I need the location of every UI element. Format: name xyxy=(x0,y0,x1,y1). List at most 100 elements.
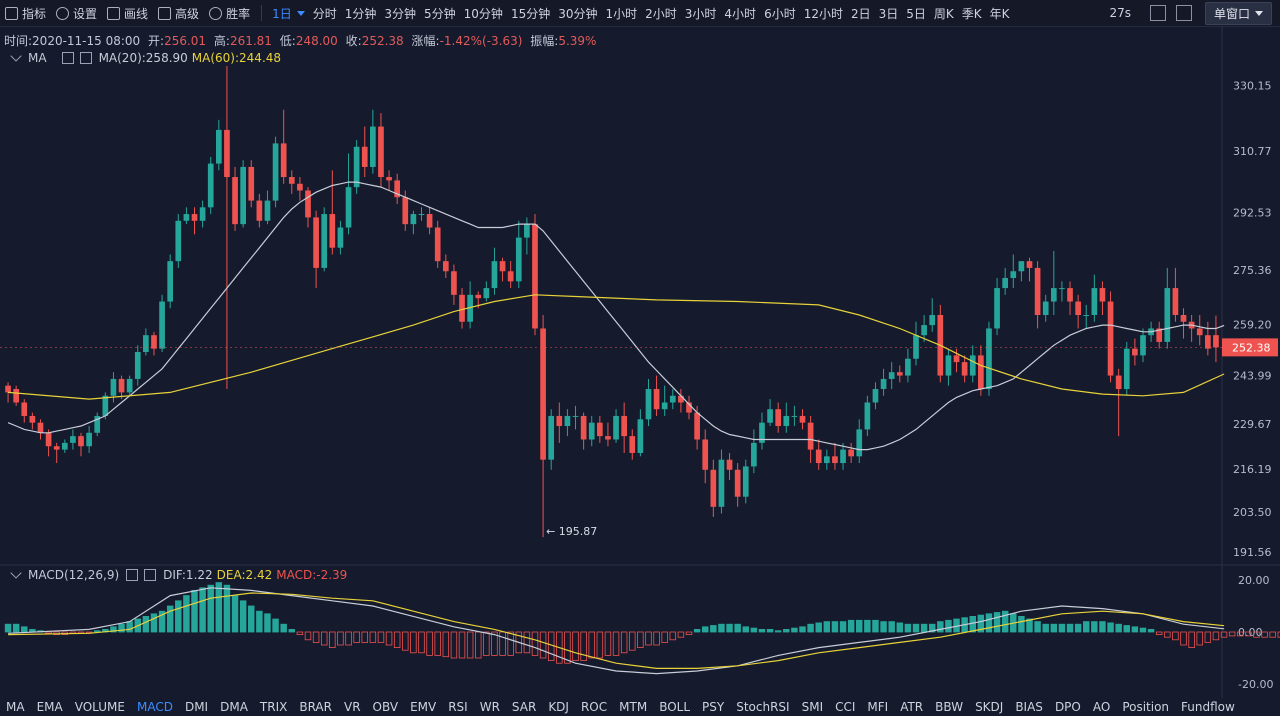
indicator-tab[interactable]: MACD xyxy=(136,700,173,714)
macd-histogram-bar xyxy=(12,623,20,633)
indicator-tab[interactable]: TRIX xyxy=(259,700,288,714)
dea-line xyxy=(8,592,1225,670)
price-axis-label: 292.53 xyxy=(1233,206,1272,219)
indicator-tab[interactable]: AO xyxy=(1092,700,1111,714)
candle-body xyxy=(645,389,652,420)
toolbar-indicator-button[interactable]: 指标 xyxy=(0,0,51,26)
interval-option[interactable]: 2小时 xyxy=(645,6,677,21)
gauge-icon xyxy=(209,6,223,20)
indicator-tab[interactable]: OBV xyxy=(372,700,399,714)
toolbar-gauge-button[interactable]: 胜率 xyxy=(204,0,255,26)
candle-body xyxy=(694,412,700,440)
toolbar-pen-button[interactable]: 画线 xyxy=(102,0,153,26)
indicator-tab[interactable]: StochRSI xyxy=(736,700,790,714)
interval-option[interactable]: 1小时 xyxy=(605,6,638,21)
indicator-tab[interactable]: Position xyxy=(1122,700,1170,714)
candle-body xyxy=(807,422,814,450)
interval-option[interactable]: 1分钟 xyxy=(344,6,377,21)
macd-histogram-bar xyxy=(296,631,304,635)
candle-body xyxy=(1002,277,1009,289)
toolbar-item-label: 高级 xyxy=(175,6,200,21)
interval-option[interactable]: 周K xyxy=(933,6,954,21)
macd-histogram-bar xyxy=(685,631,693,635)
candle-body xyxy=(13,389,19,403)
interval-option[interactable]: 5分钟 xyxy=(424,6,456,21)
indicator-tab[interactable]: EMA xyxy=(36,700,63,714)
ma-settings-icon[interactable] xyxy=(61,52,74,64)
indicator-tab[interactable]: RSI xyxy=(448,700,468,714)
candle-body xyxy=(1099,288,1106,302)
indicator-tab[interactable]: EMV xyxy=(410,700,437,714)
fullscreen-icon[interactable] xyxy=(1149,5,1166,21)
macd-histogram-bar xyxy=(304,631,312,641)
indicator-tab[interactable]: MA xyxy=(6,700,25,714)
interval-option[interactable]: 3小时 xyxy=(684,6,717,21)
interval-option[interactable]: 12小时 xyxy=(803,6,843,21)
indicator-tab[interactable]: BOLL xyxy=(659,700,691,714)
interval-option[interactable]: 年K xyxy=(989,6,1010,21)
toolbar-calendar-button[interactable]: 高级 xyxy=(153,0,204,26)
candle-body xyxy=(1107,301,1114,376)
indicator-tab[interactable]: Fundflow xyxy=(1181,700,1235,714)
candle-body xyxy=(1018,261,1025,272)
interval-option[interactable]: 30分钟 xyxy=(558,6,598,21)
interval-option[interactable]: 2日 xyxy=(850,6,871,21)
macd-histogram-bar xyxy=(799,626,806,633)
ma-close-icon[interactable] xyxy=(79,52,92,64)
interval-option[interactable]: 15分钟 xyxy=(510,6,551,21)
pen-icon xyxy=(107,6,121,20)
macd-settings-icon[interactable] xyxy=(126,569,139,581)
macd-histogram-bar xyxy=(207,584,214,633)
interval-option[interactable]: 3分钟 xyxy=(384,6,417,21)
ma60-line xyxy=(8,294,1225,400)
macd-histogram-bar xyxy=(523,631,531,654)
interval-option[interactable]: 3日 xyxy=(878,6,899,21)
indicator-tab[interactable]: SAR xyxy=(511,700,537,714)
interval-option[interactable]: 季K xyxy=(961,6,982,21)
interval-option[interactable]: 6小时 xyxy=(764,6,796,21)
macd-histogram-bar xyxy=(158,610,166,633)
macd-histogram-bar xyxy=(1228,631,1236,637)
macd-histogram-bar xyxy=(1058,623,1066,633)
indicator-tab[interactable]: MTM xyxy=(619,700,648,714)
interval-selector[interactable]: 1日 xyxy=(268,0,309,26)
indicator-tab[interactable]: BRAR xyxy=(299,700,332,714)
macd-histogram-bar xyxy=(507,631,514,656)
indicator-tab[interactable]: PSY xyxy=(702,700,725,714)
indicator-tab[interactable]: MFI xyxy=(867,700,889,714)
indicator-tab[interactable]: DMA xyxy=(220,700,248,714)
indicator-tab[interactable]: VR xyxy=(343,700,361,714)
toolbar-tools: 指标 设置 画线 高级 胜率 xyxy=(0,0,255,26)
interval-option[interactable]: 分时 xyxy=(312,6,337,21)
window-mode-select[interactable]: 单窗口 xyxy=(1204,1,1272,25)
indicator-tab[interactable]: DMI xyxy=(184,700,209,714)
indicator-tab[interactable]: DPO xyxy=(1054,700,1081,714)
chart-canvas[interactable]: 330.15 310.77 292.53 275.36 259.20 243.99 229.… xyxy=(0,0,1280,698)
indicator-tab[interactable]: BBW xyxy=(935,700,964,714)
candle-body xyxy=(1091,288,1098,315)
indicator-tab[interactable]: CCI xyxy=(835,700,856,714)
indicator-tab[interactable]: ROC xyxy=(580,700,608,714)
indicator-tab[interactable]: WR xyxy=(479,700,500,714)
macd-histogram-bar xyxy=(1018,616,1025,633)
ma20-line xyxy=(7,181,1225,451)
indicator-tab[interactable]: VOLUME xyxy=(74,700,125,714)
screenshot-icon[interactable] xyxy=(1175,5,1192,21)
indicator-tab[interactable]: ATR xyxy=(900,700,924,714)
gear-icon xyxy=(56,6,70,20)
interval-option[interactable]: 5日 xyxy=(906,6,926,21)
toolbar-gear-button[interactable]: 设置 xyxy=(51,0,102,26)
candle-body xyxy=(459,294,465,322)
candle-body xyxy=(515,237,522,282)
interval-option[interactable]: 10分钟 xyxy=(463,6,503,21)
interval-option[interactable]: 4小时 xyxy=(724,6,757,21)
indicator-tab[interactable]: KDJ xyxy=(548,700,569,714)
indicator-tab[interactable]: BIAS xyxy=(1015,700,1043,714)
candle-body xyxy=(1164,288,1171,342)
macd-close-icon[interactable] xyxy=(144,569,157,581)
indicator-tab[interactable]: SMI xyxy=(801,700,824,714)
candle-body xyxy=(896,372,903,376)
candle-body xyxy=(751,442,757,467)
candle-body xyxy=(978,355,984,390)
indicator-tab[interactable]: SKDJ xyxy=(975,700,1004,714)
